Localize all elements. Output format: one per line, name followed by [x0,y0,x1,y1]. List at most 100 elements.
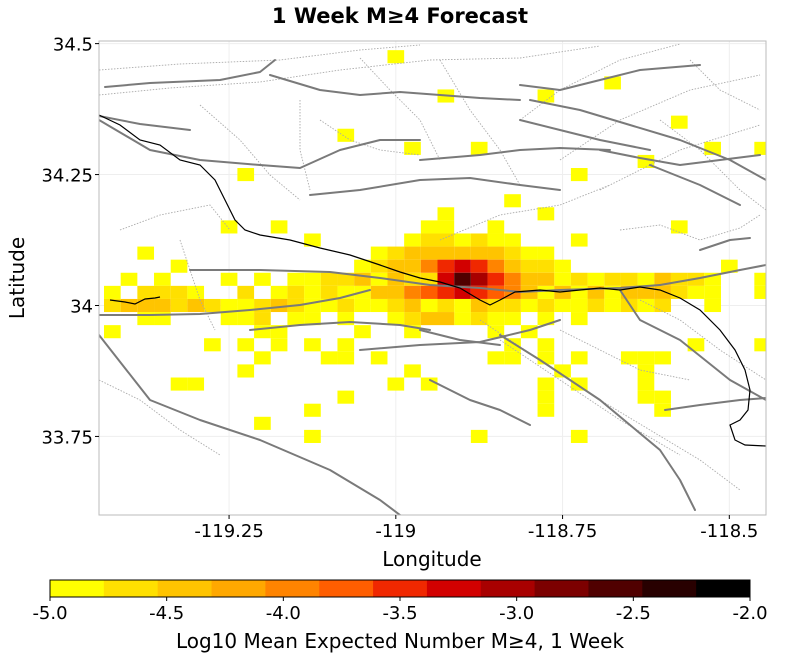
heatmap-cell [637,377,655,391]
heatmap-cell [570,351,588,365]
heatmap-cell [504,338,521,352]
colorbar-segment [103,580,159,597]
heatmap-cell [154,285,171,299]
heatmap-cell [237,285,255,299]
coastline [99,114,766,447]
heatmap-cell [104,325,121,339]
heatmap-cell [670,115,688,129]
heatmap-cell [537,246,555,260]
heatmap-cell [470,246,488,260]
heatmap-cell [570,272,588,286]
heatmap-cell [537,259,555,273]
colorbar-segment [480,580,536,597]
heatmap-cell [470,141,488,155]
plot-area [98,40,767,516]
heatmap-cell [554,285,571,299]
heatmap-cell [504,351,521,365]
heatmap-cell [637,351,655,365]
heatmap-cell [454,312,471,326]
colorbar-segment [157,580,213,597]
heatmap-cell [337,351,355,365]
heatmap-cell [720,259,738,273]
heatmap-cell [254,416,271,430]
colorbar-label: Log10 Mean Expected Number M≥4, 1 Week [176,629,624,653]
heatmap-cell [437,233,455,247]
heatmap-cell [487,312,505,326]
heatmap-cell [420,312,438,326]
heatmap-cell [387,377,405,391]
heatmap-cell [287,272,305,286]
heatmap-cell [487,298,505,313]
heatmap-cell [304,285,321,299]
colorbar-segment [265,580,320,597]
heatmap-cell [404,312,421,326]
heatmap-cell [454,259,471,273]
heatmap-cell [537,377,555,391]
heatmap-cell [537,272,555,286]
heatmap-cell [570,298,588,313]
heatmap-cell [404,259,421,273]
heatmap-cell [604,272,621,286]
heatmap-cell [237,338,255,352]
heatmap-cell [170,298,188,313]
heatmap-cell [537,312,555,326]
heatmap-cell [637,390,655,404]
colorbar-segment [426,580,482,597]
heatmap-cell [237,364,255,378]
heatmap-cell [370,285,388,299]
heatmap-cell [370,298,388,313]
heatmap-cell [320,351,338,365]
heatmap-cell [454,272,471,286]
heatmap-cell [470,312,488,326]
heatmap-cell [537,285,555,299]
heatmap-cell [337,272,355,286]
map-overlay [99,43,766,515]
colorbar: -5.0 -4.5 -4.0 -3.5 -3.0 -2.5 -2.0 [32,579,768,624]
heatmap-cell [520,298,538,313]
heatmap-cell [520,246,538,260]
heatmap-cell [354,259,371,273]
fault-traces [99,59,766,515]
heatmap-cell [254,312,271,326]
heatmap-cell [537,351,555,365]
heatmap-cell [220,220,238,234]
heatmap-cell [187,285,205,299]
heatmap-cell [154,272,171,286]
heatmap-cell [270,298,288,313]
heatmap-cell [687,285,705,299]
heatmap-cell [404,298,421,313]
heatmap-cell [537,207,555,221]
heatmap-cell [270,220,288,234]
heatmap-cell [520,259,538,273]
heatmap-cell [354,298,371,313]
x-tick-label: -119 [375,521,416,542]
heatmap-cell [470,429,488,443]
heatmap-cell [137,246,155,260]
x-tick-label: -119.25 [194,521,263,542]
heatmap-cell [420,298,438,313]
colorbar-segment [534,580,589,597]
y-tick-label: 34 [70,296,93,317]
heatmap-cell [637,272,655,286]
heatmap-cell [570,233,588,247]
heatmap-cell [704,285,721,299]
heatmap-cell [404,285,421,299]
colorbar-tick-label: -5.0 [32,603,67,624]
heatmap-cell [370,246,388,260]
heatmap-cell [254,351,271,365]
heatmap-cell [620,351,638,365]
colorbar-segment [588,580,643,597]
heatmap-cell [537,403,555,417]
heatmap-cell [537,390,555,404]
heatmap-cell [204,298,221,313]
heatmap-cell [454,233,471,247]
heatmap-cell [604,298,621,313]
heatmap-cell [470,259,488,273]
heatmap-cell [320,285,338,299]
heatmap-cell [670,272,688,286]
heatmap-cell [187,377,205,391]
colorbar-tick-label: -4.5 [149,603,184,624]
heatmap-cell [587,272,605,286]
heatmap-cell [537,89,555,103]
